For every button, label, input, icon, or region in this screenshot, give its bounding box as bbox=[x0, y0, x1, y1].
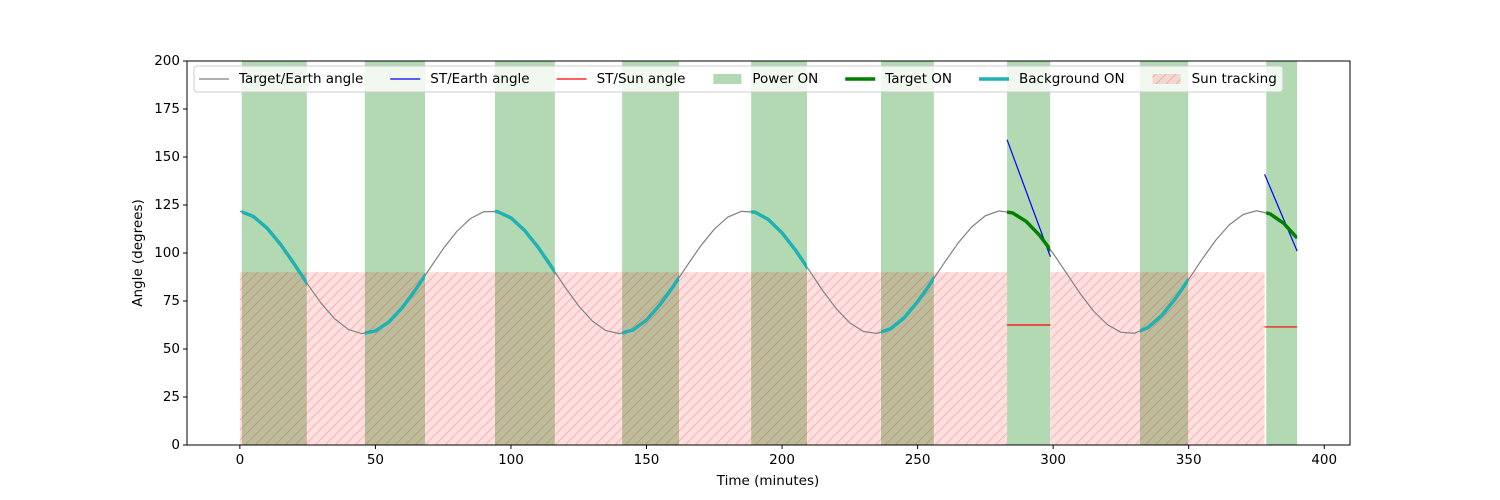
legend-label: Background ON bbox=[1019, 71, 1125, 87]
legend: Target/Earth angle ST/Earth angle ST/Sun a… bbox=[193, 65, 1284, 93]
legend-handle bbox=[713, 74, 742, 84]
legend-label: Sun tracking bbox=[1192, 71, 1277, 87]
legend-hatch bbox=[1152, 74, 1181, 84]
span-band bbox=[1266, 61, 1298, 445]
highlight-line bbox=[751, 210, 807, 271]
y-tick-label: 200 bbox=[154, 53, 180, 69]
x-tick-label: 400 bbox=[1311, 452, 1337, 468]
x-tick-label: 100 bbox=[498, 452, 524, 468]
y-tick-label: 125 bbox=[154, 197, 180, 213]
y-tick-label: 100 bbox=[154, 245, 180, 261]
legend-label: ST/Earth angle bbox=[430, 71, 529, 87]
y-tick-label: 0 bbox=[171, 437, 180, 453]
x-axis-label: Time (minutes) bbox=[716, 473, 820, 489]
span-hatch bbox=[239, 272, 1008, 445]
y-tick-label: 150 bbox=[154, 149, 180, 165]
x-tick-label: 300 bbox=[1040, 452, 1066, 468]
legend-box bbox=[193, 65, 1284, 93]
highlight-line bbox=[364, 272, 426, 335]
legend-label: Target ON bbox=[884, 71, 952, 87]
y-tick-label: 75 bbox=[163, 293, 180, 309]
x-tick-label: 250 bbox=[905, 452, 931, 468]
span-band bbox=[1007, 61, 1051, 445]
series-line bbox=[1007, 324, 1298, 328]
y-axis-label: Angle (degrees) bbox=[130, 199, 146, 307]
legend-label: Target/Earth angle bbox=[238, 71, 363, 87]
x-tick-label: 0 bbox=[236, 452, 245, 468]
span-hatch bbox=[1050, 272, 1265, 445]
x-tick-label: 200 bbox=[769, 452, 795, 468]
legend-label: Power ON bbox=[752, 71, 818, 87]
x-tick-label: 350 bbox=[1176, 452, 1202, 468]
x-tick-label: 50 bbox=[367, 452, 384, 468]
y-tick-label: 50 bbox=[163, 341, 180, 357]
y-tick-label: 25 bbox=[163, 389, 180, 405]
legend-label: ST/Sun angle bbox=[597, 71, 686, 87]
y-tick-label: 175 bbox=[154, 101, 180, 117]
x-tick-label: 150 bbox=[634, 452, 660, 468]
